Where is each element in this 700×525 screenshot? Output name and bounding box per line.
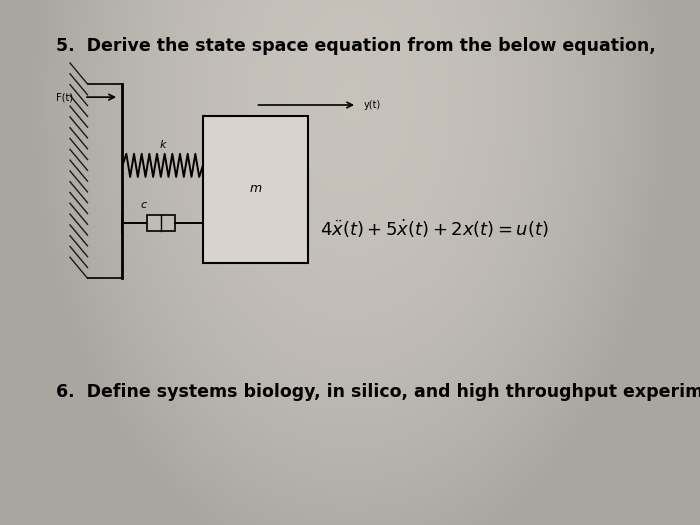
Bar (203, 116, 308, 262)
Text: 6.  Define systems biology, in silico, and high throughput experiment.: 6. Define systems biology, in silico, an… (56, 383, 700, 401)
Text: $4 \ddot{x}(t) + 5\dot{x}(t) + 2x(t)= u(t)$: $4 \ddot{x}(t) + 5\dot{x}(t) + 2x(t)= u(… (320, 217, 548, 239)
Bar (147, 215, 175, 231)
Text: m: m (249, 183, 262, 195)
Text: y(t): y(t) (364, 100, 382, 110)
Text: k: k (160, 140, 166, 150)
Text: c: c (140, 200, 146, 210)
Text: F(t): F(t) (56, 92, 73, 102)
Text: 5.  Derive the state space equation from the below equation,: 5. Derive the state space equation from … (56, 37, 656, 55)
